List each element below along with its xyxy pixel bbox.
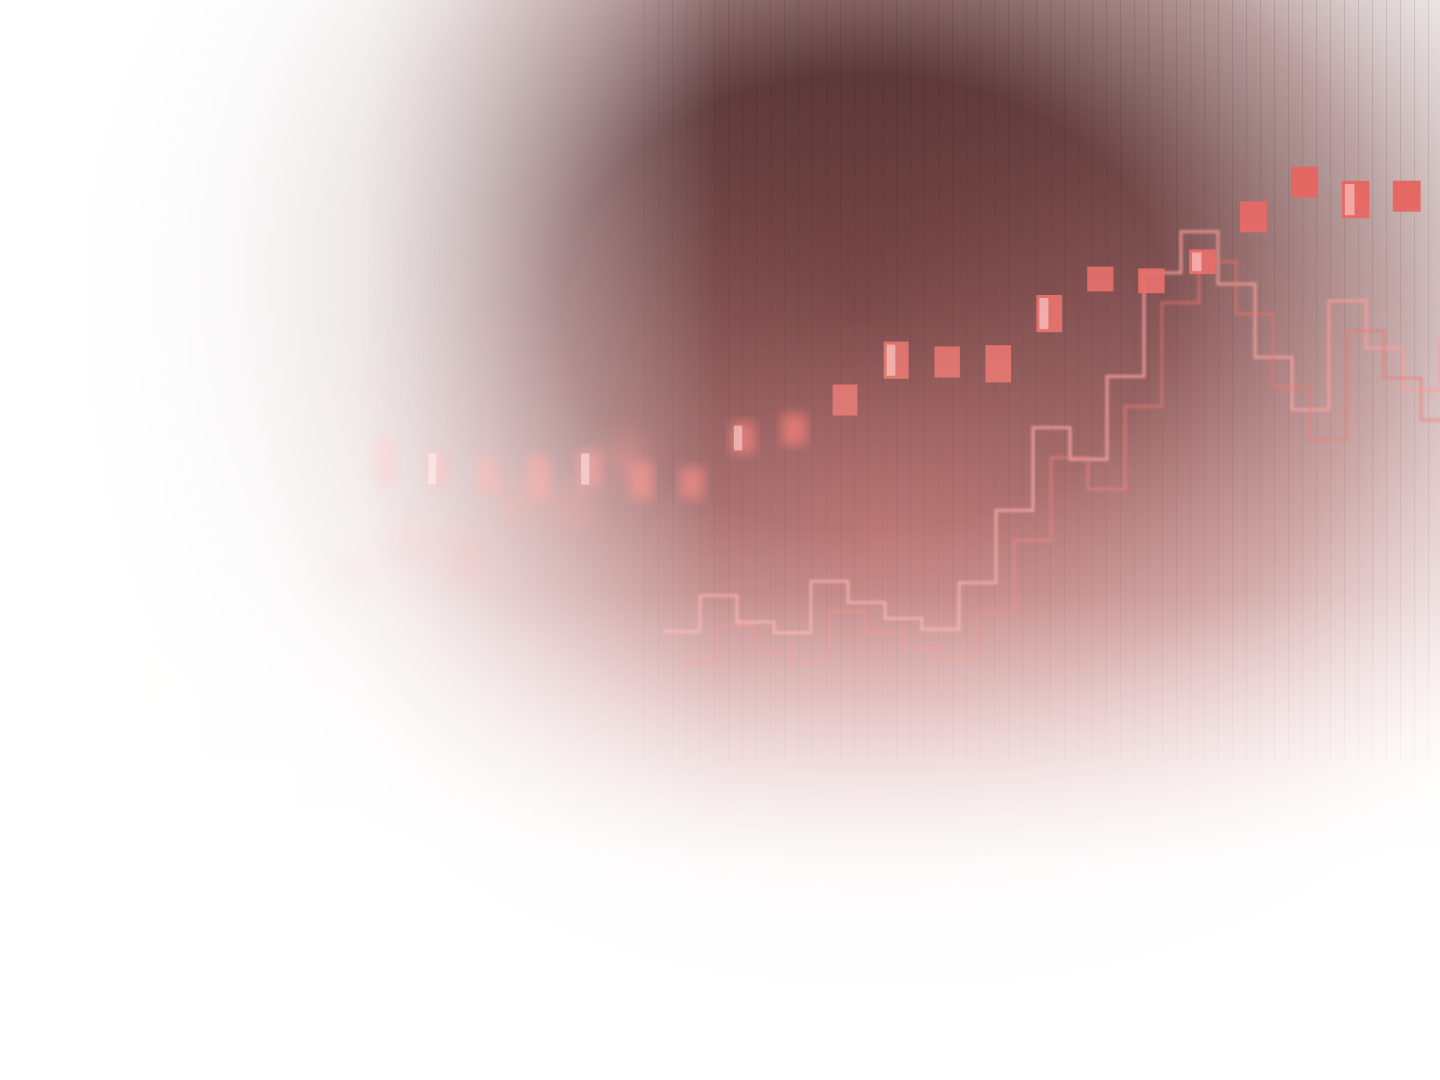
left-fade <box>20 0 1440 1080</box>
chart-photo-scene <box>20 0 1440 1080</box>
photo-area <box>20 0 1440 1080</box>
